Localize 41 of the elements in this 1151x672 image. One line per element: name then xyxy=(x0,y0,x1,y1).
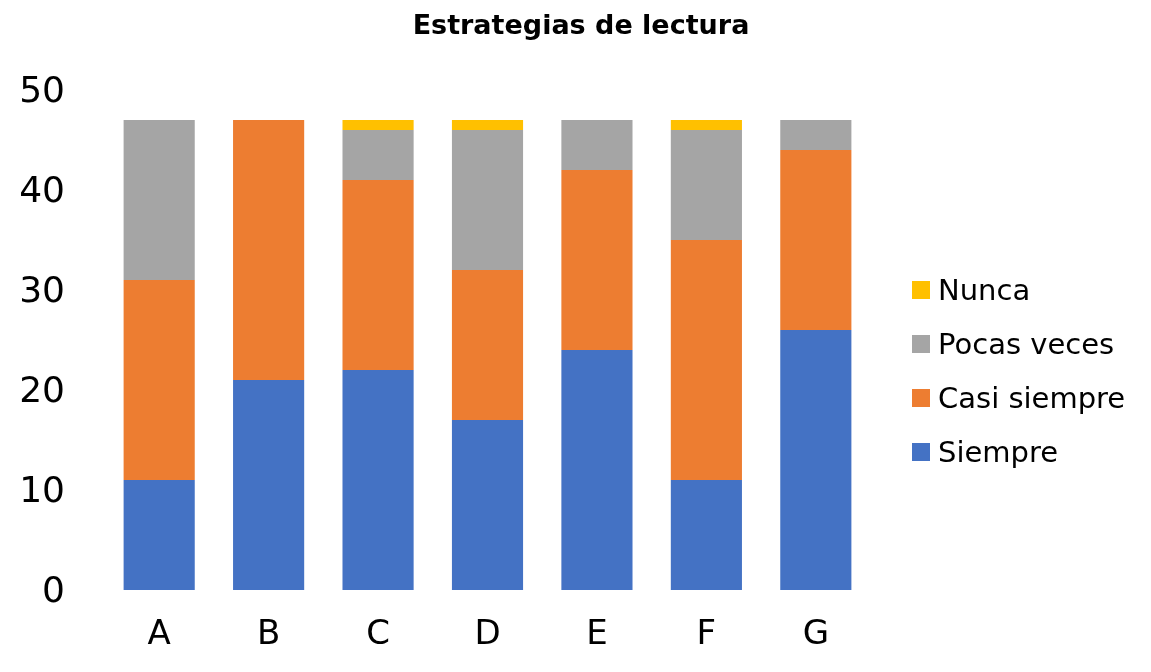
x-tick-label: B xyxy=(256,612,281,653)
bar xyxy=(561,170,633,350)
bar xyxy=(123,480,195,590)
bar xyxy=(233,380,305,590)
y-tick-label: 10 xyxy=(19,469,65,511)
legend-label: Nunca xyxy=(938,273,1031,307)
bar xyxy=(780,330,852,590)
bar xyxy=(670,480,742,590)
x-tick-label: A xyxy=(147,612,171,653)
chart-title: Estrategias de lectura xyxy=(412,9,750,40)
bar xyxy=(451,270,524,420)
bar xyxy=(561,350,633,590)
bar xyxy=(342,130,414,180)
y-tick-label: 30 xyxy=(19,269,65,311)
x-tick-label: C xyxy=(366,612,390,653)
y-tick-label: 20 xyxy=(19,369,65,411)
x-tick-label: F xyxy=(696,612,717,653)
legend-label: Pocas veces xyxy=(938,327,1115,361)
bar xyxy=(670,120,742,130)
bar xyxy=(233,120,305,380)
y-tick-label: 50 xyxy=(19,69,65,111)
bar xyxy=(670,240,742,480)
bar xyxy=(780,120,852,150)
legend-label: Casi siempre xyxy=(938,381,1126,415)
x-tick-label: E xyxy=(586,612,608,653)
bar xyxy=(451,130,524,270)
legend-label: Siempre xyxy=(938,435,1059,469)
bar xyxy=(123,280,195,480)
bar xyxy=(451,120,524,130)
bar xyxy=(780,150,852,330)
bar xyxy=(342,370,414,590)
bar xyxy=(670,130,742,240)
bar xyxy=(451,420,524,590)
bar xyxy=(342,180,414,370)
y-tick-label: 0 xyxy=(42,569,65,611)
x-tick-label: G xyxy=(802,612,830,653)
bar xyxy=(123,120,195,280)
y-tick-label: 40 xyxy=(19,169,65,211)
bar xyxy=(342,120,414,130)
x-tick-label: D xyxy=(474,612,501,653)
bar xyxy=(561,120,633,170)
